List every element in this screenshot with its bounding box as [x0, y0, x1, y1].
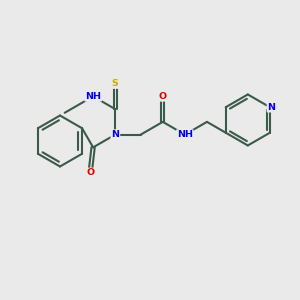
Text: S: S	[112, 79, 119, 88]
Text: O: O	[86, 168, 94, 177]
Text: N: N	[267, 103, 275, 112]
Text: N: N	[111, 130, 119, 139]
Text: O: O	[159, 92, 167, 101]
Text: NH: NH	[85, 92, 101, 101]
Text: NH: NH	[177, 130, 193, 139]
